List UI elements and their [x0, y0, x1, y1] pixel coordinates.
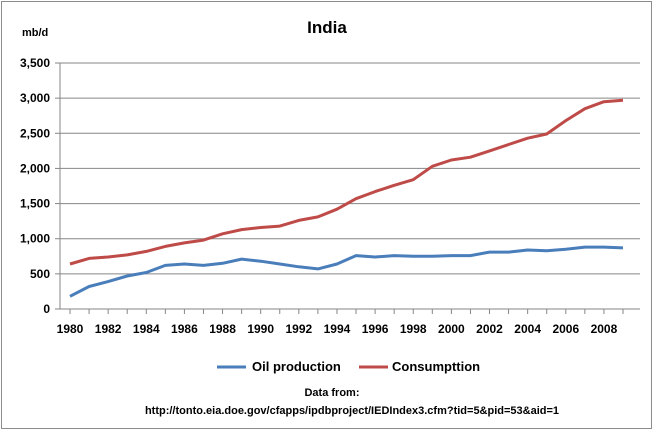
x-tick-label: 1992 — [285, 322, 312, 336]
y-tick-label: 3,000 — [20, 91, 50, 105]
y-axis-unit-label: mb/d — [22, 27, 48, 39]
x-tick-label: 2006 — [552, 322, 579, 336]
x-tick-label: 1988 — [209, 322, 236, 336]
y-tick-label: 0 — [43, 302, 50, 316]
x-tick-label: 1990 — [247, 322, 274, 336]
x-tick-label: 2000 — [438, 322, 465, 336]
legend-label-oil-production: Oil production — [252, 359, 341, 374]
chart-title: India — [307, 18, 347, 37]
y-axis-ticks: 0 500 1,000 1,500 2,000 2,500 3,000 3,500 — [20, 56, 60, 316]
axes — [59, 63, 640, 310]
source-url: http://tonto.eia.doe.gov/cfapps/ipdbproj… — [145, 405, 559, 417]
y-tick-label: 500 — [30, 267, 50, 281]
y-tick-label: 3,500 — [20, 56, 50, 70]
series-line-consumpttion — [69, 98, 624, 266]
series-lines — [69, 98, 624, 298]
y-tick-label: 1,000 — [20, 232, 50, 246]
y-tick-label: 2,000 — [20, 161, 50, 175]
y-tick-label: 2,500 — [20, 126, 50, 140]
x-tick-label: 1980 — [57, 322, 84, 336]
source-label: Data from: — [304, 387, 359, 399]
series-line-oil-production — [69, 245, 624, 298]
x-tick-label: 1998 — [400, 322, 427, 336]
x-tick-label: 2004 — [514, 322, 541, 336]
x-tick-label: 1996 — [362, 322, 389, 336]
x-tick-label: 1984 — [133, 322, 160, 336]
x-tick-label: 2002 — [476, 322, 503, 336]
x-tick-label: 1982 — [95, 322, 122, 336]
x-tick-label: 1986 — [171, 322, 198, 336]
x-tick-label: 1994 — [324, 322, 351, 336]
x-axis-ticks: 1980 1982 1984 1986 1988 1990 1992 1994 1996 1998… — [57, 309, 624, 336]
legend: Oil production Consumpttion — [217, 359, 480, 374]
x-tick-label: 2008 — [591, 322, 618, 336]
y-tick-label: 1,500 — [20, 197, 50, 211]
legend-label-consumption: Consumpttion — [392, 359, 480, 374]
gridlines — [60, 62, 640, 275]
